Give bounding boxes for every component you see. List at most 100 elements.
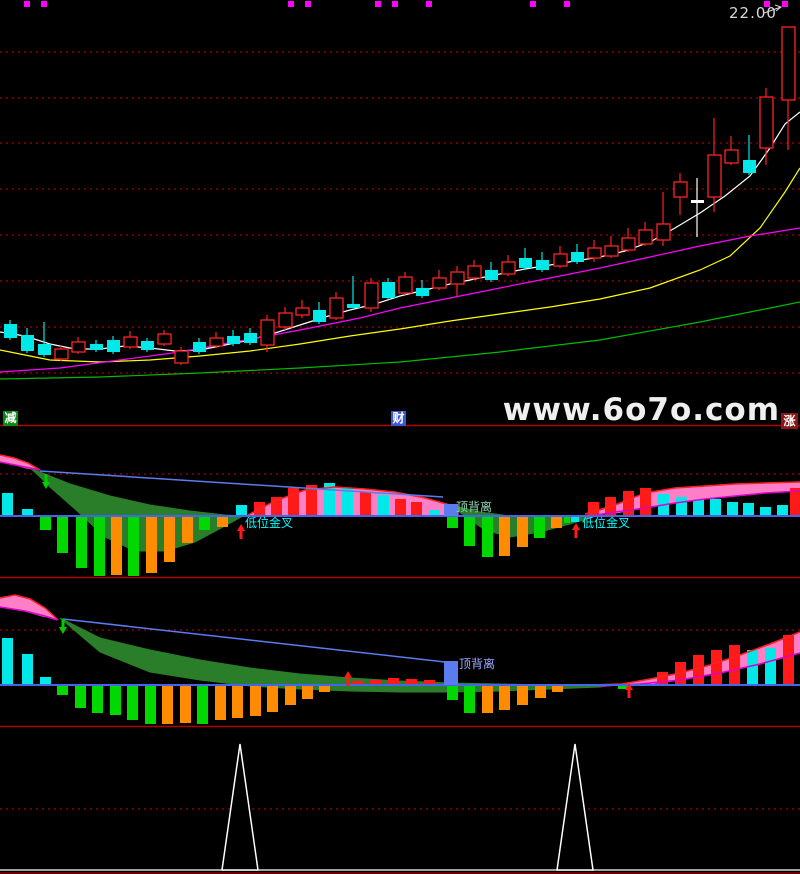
- candle-up: [209, 337, 224, 347]
- histogram-bar: [352, 681, 363, 685]
- histogram-bar: [464, 516, 475, 546]
- macd-panel-1-dif-red-mid: [247, 486, 451, 516]
- signal-arrow-up: [625, 683, 633, 690]
- candle-up: [621, 237, 636, 251]
- candle-up: [278, 312, 293, 328]
- price-annotation-arrow: [763, 6, 782, 14]
- histogram-bar: [424, 680, 435, 685]
- histogram-bar: [180, 685, 191, 723]
- histogram-bar: [319, 685, 330, 692]
- candle-up: [553, 253, 568, 267]
- candle-up: [157, 333, 172, 345]
- histogram-bar: [693, 655, 704, 685]
- histogram-bar: [760, 507, 771, 516]
- candle-up: [759, 96, 774, 149]
- ma-line-green: [0, 301, 800, 380]
- histogram-bar: [676, 497, 687, 516]
- candle-up: [260, 319, 275, 346]
- candle-up: [707, 154, 722, 198]
- histogram-bar: [2, 493, 13, 516]
- signal-arrow-stem: [61, 619, 65, 628]
- histogram-bar: [76, 516, 87, 568]
- histogram-bar: [395, 499, 406, 516]
- candle-up: [123, 336, 138, 348]
- histogram-bar: [285, 685, 296, 705]
- candle-down: [90, 344, 103, 350]
- histogram-bar: [551, 516, 562, 528]
- ma-line-magenta: [0, 227, 800, 373]
- signal-arrow-down: [59, 627, 67, 634]
- histogram-bar: [127, 685, 138, 720]
- candle-down: [485, 270, 498, 280]
- candle-down: [382, 282, 395, 298]
- candle-down: [107, 340, 120, 352]
- histogram-bar: [729, 645, 740, 685]
- signal-arrow-stem: [239, 530, 243, 539]
- candle-up: [673, 181, 688, 198]
- histogram-bar: [378, 495, 389, 516]
- histogram-bar: [40, 677, 51, 685]
- histogram-bar: [564, 516, 570, 523]
- histogram-bar: [447, 685, 458, 700]
- signal-arrow-down: [42, 482, 50, 489]
- candle-up: [638, 229, 653, 245]
- candle-up: [432, 277, 447, 289]
- candle-down: [21, 335, 34, 351]
- candle-down: [244, 333, 257, 343]
- histogram-bar: [199, 516, 210, 530]
- histogram-bar: [790, 488, 800, 516]
- histogram-bar: [22, 654, 33, 685]
- signal-triangle: [556, 743, 594, 871]
- signal-arrow-stem: [627, 689, 631, 698]
- candle-down: [347, 304, 360, 308]
- histogram-bar: [588, 502, 599, 516]
- histogram-bar: [743, 503, 754, 516]
- histogram-bar: [75, 685, 86, 708]
- histogram-bar: [236, 505, 247, 516]
- histogram-bar: [777, 505, 788, 516]
- marker-square: [782, 1, 788, 7]
- histogram-bar: [111, 516, 122, 575]
- indicator-badge-zhang[interactable]: 涨: [781, 413, 798, 429]
- candle-up: [329, 297, 344, 319]
- marker-square: [41, 1, 47, 7]
- histogram-bar: [57, 685, 68, 695]
- histogram-bar: [288, 488, 299, 516]
- histogram-bar: [232, 685, 243, 718]
- histogram-bar: [324, 483, 335, 516]
- macd-panel-1-dea-magenta-right: [584, 490, 800, 518]
- histogram-bar: [370, 680, 381, 685]
- watermark: www.6o7o.com: [502, 392, 780, 428]
- macd-panel-1-dea-magenta-left: [0, 461, 41, 471]
- indicator-label: 低位金叉: [582, 515, 630, 530]
- macd-panel-2-divergence-trend: [62, 618, 446, 663]
- histogram-bar: [22, 509, 33, 516]
- candle-down: [193, 342, 206, 352]
- candle-down: [313, 310, 326, 322]
- indicator-badge-cai[interactable]: 财: [391, 411, 406, 426]
- indicator-label: 顶背离: [456, 499, 492, 514]
- price-annotation: 22.00: [729, 4, 777, 22]
- histogram-bar: [464, 685, 475, 713]
- histogram-bar: [217, 516, 228, 527]
- histogram-bar: [711, 650, 722, 685]
- macd-panel-1-divergence-trend: [39, 470, 444, 498]
- candle-up: [295, 307, 310, 316]
- marker-square: [375, 1, 381, 7]
- candle-up: [781, 26, 796, 101]
- histogram-bar: [110, 685, 121, 715]
- histogram-bar: [94, 516, 105, 576]
- histogram-bar: [146, 516, 157, 573]
- candle-up: [467, 265, 482, 279]
- indicator-label: 顶背离: [459, 656, 495, 671]
- signal-arrow-stem: [44, 474, 48, 483]
- histogram-bar: [517, 685, 528, 705]
- signal-arrow-up: [237, 524, 245, 531]
- price-annotation-arrowhead: [774, 4, 783, 12]
- indicator-badge-jian[interactable]: 减: [3, 411, 18, 426]
- histogram-bar: [128, 516, 139, 576]
- signal-triangle: [221, 743, 259, 871]
